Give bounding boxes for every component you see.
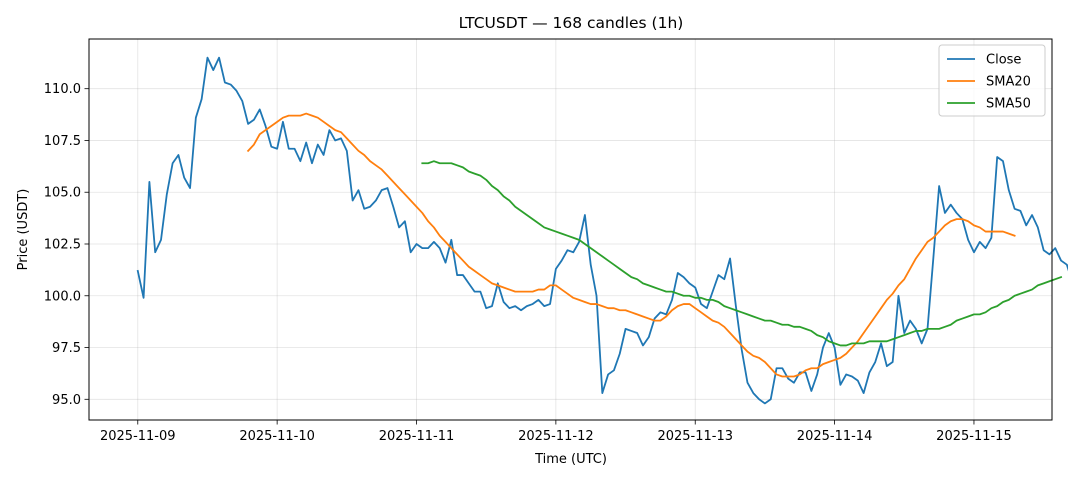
y-tick-label: 97.5 [52, 341, 81, 356]
x-tick-label: 2025-11-09 [100, 429, 176, 444]
x-tick-label: 2025-11-12 [518, 429, 594, 444]
series-line-sma20 [246, 112, 1016, 378]
plot-lines [136, 56, 1068, 405]
legend-box [938, 44, 1046, 117]
x-tick-label: 2025-11-13 [657, 429, 733, 444]
series-line-close [136, 56, 1068, 405]
legend-label-sma50: SMA50 [986, 97, 1031, 112]
plot-frame [88, 38, 1053, 421]
axis-ticks: 2025-11-09 2025-11-10 2025-11-11 2025-11-12… [44, 82, 1012, 444]
legend-label-sma20: SMA20 [986, 75, 1031, 90]
x-tick-label: 2025-11-14 [797, 429, 873, 444]
x-tick-label: 2025-11-10 [239, 429, 315, 444]
y-tick-label: 100.0 [44, 289, 81, 304]
legend: Close SMA20 SMA50 [938, 44, 1046, 117]
series-line-sma50 [421, 160, 1063, 347]
x-tick-label: 2025-11-15 [936, 429, 1012, 444]
x-tick-label: 2025-11-11 [379, 429, 455, 444]
y-tick-label: 102.5 [44, 237, 81, 252]
chart-title: LTCUSDT — 168 candles (1h) [459, 14, 684, 32]
y-tick-label: 110.0 [44, 82, 81, 97]
y-axis-title: Price (USDT) [16, 189, 31, 271]
legend-label-close: Close [986, 53, 1021, 68]
y-tick-label: 107.5 [44, 134, 81, 149]
grid [89, 39, 1052, 420]
x-axis-title: Time (UTC) [534, 452, 607, 467]
y-tick-label: 105.0 [44, 186, 81, 201]
y-tick-label: 95.0 [52, 393, 81, 408]
